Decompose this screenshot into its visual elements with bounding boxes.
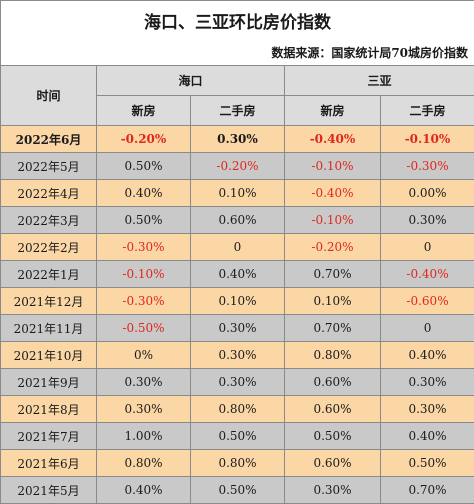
sanya-new-cell: -0.40% xyxy=(285,126,381,153)
date-cell: 2021年10月 xyxy=(1,342,97,369)
sanya-new-cell: 0.60% xyxy=(285,450,381,477)
sanya-second-cell: -0.60% xyxy=(381,288,474,315)
sanya-second-cell: -0.10% xyxy=(381,126,474,153)
table-row: 2022年6月-0.20%0.30%-0.40%-0.10% xyxy=(1,126,474,153)
time-header: 时间 xyxy=(1,66,97,126)
sanya-new-cell: 0.50% xyxy=(285,423,381,450)
haikou-second-header: 二手房 xyxy=(191,96,285,126)
sanya-new-cell: 0.30% xyxy=(285,477,381,504)
sanya-second-cell: 0 xyxy=(381,234,474,261)
date-cell: 2022年5月 xyxy=(1,153,97,180)
sanya-second-cell: 0.40% xyxy=(381,342,474,369)
haikou-second-cell: -0.20% xyxy=(191,153,285,180)
sanya-new-cell: -0.10% xyxy=(285,153,381,180)
haikou-second-cell: 0.60% xyxy=(191,207,285,234)
sanya-second-cell: 0.00% xyxy=(381,180,474,207)
table-row: 2022年1月-0.10%0.40%0.70%-0.40% xyxy=(1,261,474,288)
sanya-second-cell: 0.30% xyxy=(381,207,474,234)
haikou-second-cell: 0.10% xyxy=(191,288,285,315)
haikou-new-cell: 0.40% xyxy=(97,477,191,504)
haikou-new-cell: -0.10% xyxy=(97,261,191,288)
table-row: 2021年11月-0.50%0.30%0.70%0 xyxy=(1,315,474,342)
haikou-new-cell: 0.30% xyxy=(97,396,191,423)
date-cell: 2022年6月 xyxy=(1,126,97,153)
haikou-new-cell: 0% xyxy=(97,342,191,369)
haikou-new-cell: 0.80% xyxy=(97,450,191,477)
data-source: 数据来源：国家统计局70城房价指数 xyxy=(1,39,474,66)
sanya-new-cell: 0.80% xyxy=(285,342,381,369)
haikou-header: 海口 xyxy=(97,66,285,96)
haikou-second-cell: 0.40% xyxy=(191,261,285,288)
date-cell: 2022年2月 xyxy=(1,234,97,261)
haikou-new-cell: 0.50% xyxy=(97,207,191,234)
haikou-new-cell: -0.30% xyxy=(97,234,191,261)
haikou-second-cell: 0.80% xyxy=(191,450,285,477)
sanya-header: 三亚 xyxy=(285,66,474,96)
table-row: 2021年12月-0.30%0.10%0.10%-0.60% xyxy=(1,288,474,315)
haikou-new-cell: -0.20% xyxy=(97,126,191,153)
table-row: 2022年2月-0.30%0-0.20%0 xyxy=(1,234,474,261)
haikou-new-header: 新房 xyxy=(97,96,191,126)
sanya-second-cell: 0.70% xyxy=(381,477,474,504)
sanya-second-cell: 0.30% xyxy=(381,396,474,423)
haikou-new-cell: 0.30% xyxy=(97,369,191,396)
haikou-second-cell: 0.80% xyxy=(191,396,285,423)
date-cell: 2022年1月 xyxy=(1,261,97,288)
haikou-second-cell: 0.30% xyxy=(191,315,285,342)
date-cell: 2021年11月 xyxy=(1,315,97,342)
sanya-new-header: 新房 xyxy=(285,96,381,126)
haikou-second-cell: 0.50% xyxy=(191,423,285,450)
sanya-second-cell: 0.40% xyxy=(381,423,474,450)
date-cell: 2021年8月 xyxy=(1,396,97,423)
sanya-second-cell: 0.50% xyxy=(381,450,474,477)
haikou-second-cell: 0.50% xyxy=(191,477,285,504)
sanya-second-cell: -0.40% xyxy=(381,261,474,288)
date-cell: 2022年3月 xyxy=(1,207,97,234)
haikou-second-cell: 0.30% xyxy=(191,342,285,369)
haikou-new-cell: -0.50% xyxy=(97,315,191,342)
sanya-new-cell: -0.20% xyxy=(285,234,381,261)
sanya-new-cell: 0.70% xyxy=(285,261,381,288)
sanya-second-header: 二手房 xyxy=(381,96,474,126)
haikou-second-cell: 0.30% xyxy=(191,369,285,396)
sanya-new-cell: -0.40% xyxy=(285,180,381,207)
sanya-new-cell: 0.60% xyxy=(285,369,381,396)
date-cell: 2021年7月 xyxy=(1,423,97,450)
date-cell: 2021年9月 xyxy=(1,369,97,396)
sanya-new-cell: -0.10% xyxy=(285,207,381,234)
table-title: 海口、三亚环比房价指数 xyxy=(1,1,474,40)
sanya-new-cell: 0.60% xyxy=(285,396,381,423)
haikou-new-cell: 0.40% xyxy=(97,180,191,207)
sanya-new-cell: 0.10% xyxy=(285,288,381,315)
haikou-new-cell: 1.00% xyxy=(97,423,191,450)
sanya-second-cell: 0.30% xyxy=(381,369,474,396)
sanya-second-cell: -0.30% xyxy=(381,153,474,180)
haikou-new-cell: 0.50% xyxy=(97,153,191,180)
haikou-second-cell: 0.10% xyxy=(191,180,285,207)
date-cell: 2021年5月 xyxy=(1,477,97,504)
date-cell: 2022年4月 xyxy=(1,180,97,207)
haikou-new-cell: -0.30% xyxy=(97,288,191,315)
sanya-new-cell: 0.70% xyxy=(285,315,381,342)
haikou-second-cell: 0 xyxy=(191,234,285,261)
date-cell: 2021年6月 xyxy=(1,450,97,477)
haikou-second-cell: 0.30% xyxy=(191,126,285,153)
sanya-second-cell: 0 xyxy=(381,315,474,342)
date-cell: 2021年12月 xyxy=(1,288,97,315)
